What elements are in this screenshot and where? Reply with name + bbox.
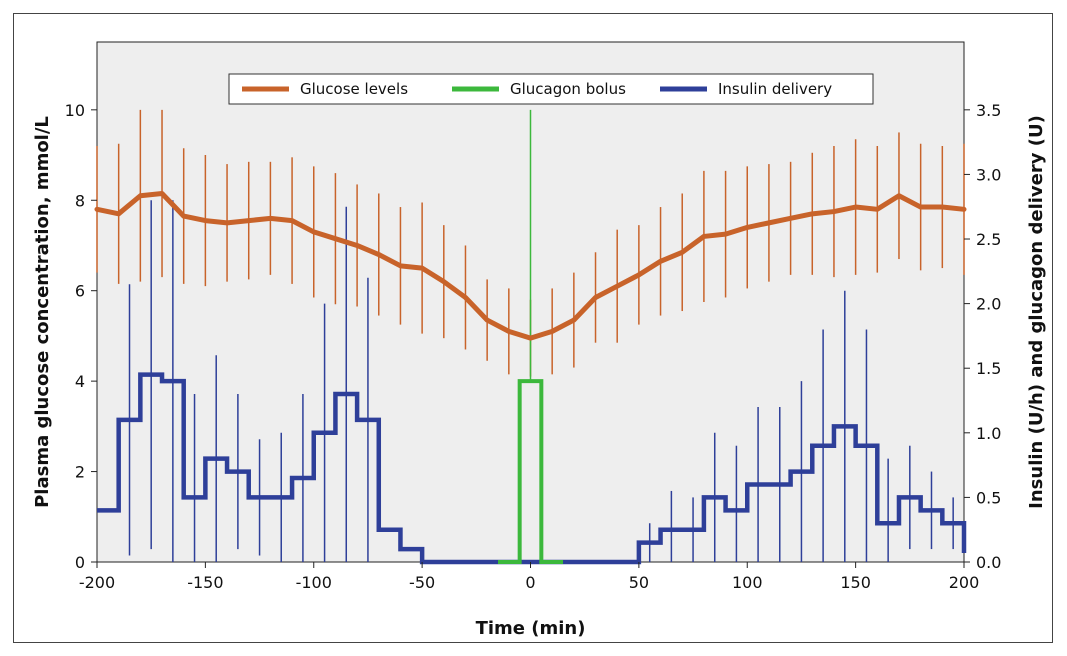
x-tick-label: 150 — [840, 573, 871, 592]
x-tick-label: -100 — [296, 573, 332, 592]
y2-tick-label: 2.0 — [976, 295, 1001, 314]
x-tick-label: -200 — [79, 573, 115, 592]
x-tick-label: -50 — [409, 573, 435, 592]
y2-tick-label: 1.5 — [976, 359, 1001, 378]
y-tick-label: 6 — [75, 282, 85, 301]
x-tick-label: 200 — [949, 573, 980, 592]
legend: Glucose levels Glucagon bolus Insulin de… — [228, 73, 874, 105]
legend-box — [228, 73, 874, 105]
y-tick-label: 10 — [65, 101, 85, 120]
glucose-levels-line — [94, 190, 967, 341]
y2-tick-label: 1.0 — [976, 424, 1001, 443]
x-tick-label: 50 — [629, 573, 649, 592]
y-tick-label: 2 — [75, 463, 85, 482]
axes-layer: -200 -150 -100 -50 0 50 100 150 200 0 2 4 6 8 10 0.0 0.5… — [65, 101, 1002, 592]
y2-tick-label: 0.0 — [976, 553, 1001, 572]
y2-tick-label: 3.0 — [976, 165, 1001, 184]
y2-tick-label: 2.5 — [976, 230, 1001, 249]
legend-label-glucose: Glucose levels — [300, 80, 408, 98]
x-tick-label: -150 — [187, 573, 223, 592]
y-tick-label: 8 — [75, 191, 85, 210]
y2-tick-label: 0.5 — [976, 488, 1001, 507]
y2-axis-title: Insulin (U/h) and glucagon delivery (U) — [1026, 115, 1047, 509]
y-tick-label: 4 — [75, 372, 85, 391]
y-tick-label: 0 — [75, 553, 85, 572]
y-axis-title: Plasma glucose concentration, mmol/L — [32, 116, 53, 508]
legend-label-insulin: Insulin delivery — [718, 80, 832, 98]
x-tick-label: 100 — [732, 573, 763, 592]
legend-label-glucagon: Glucagon bolus — [510, 80, 626, 98]
y2-tick-label: 3.5 — [976, 101, 1001, 120]
x-tick-label: 0 — [525, 573, 535, 592]
x-axis-title: Time (min) — [476, 618, 586, 639]
